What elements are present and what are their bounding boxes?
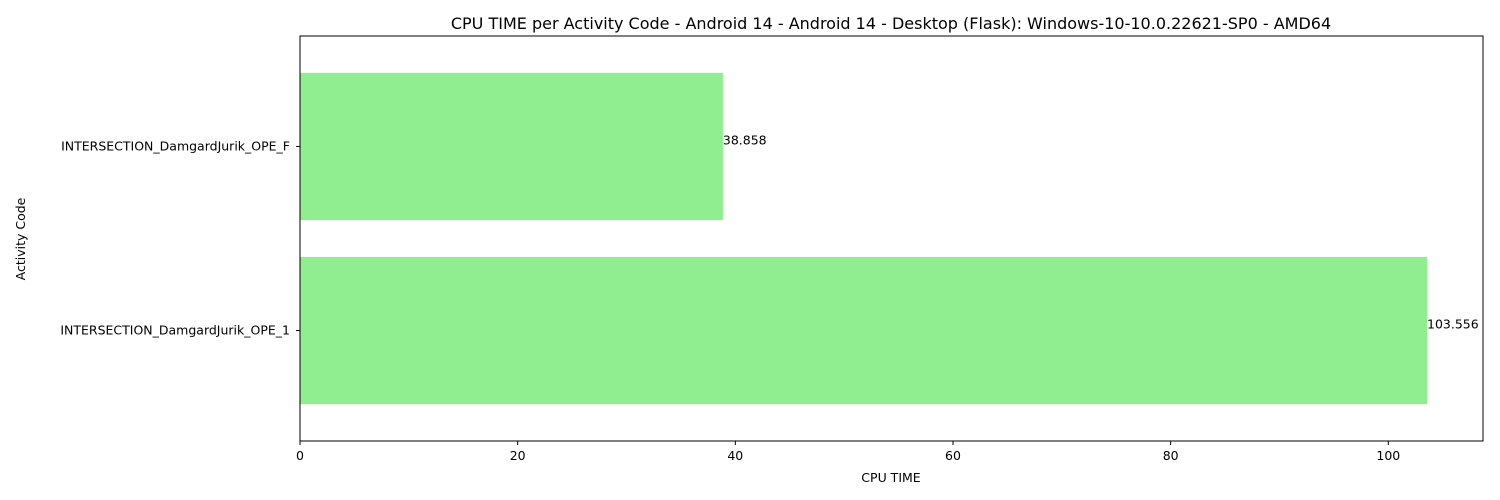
x-tick-label-40: 40: [727, 448, 743, 463]
x-tick-label-80: 80: [1163, 448, 1179, 463]
bar-1: [300, 72, 723, 221]
x-axis-label: CPU TIME: [861, 470, 920, 485]
y-tick-label-2: INTERSECTION_DamgardJurik_OPE_1: [60, 323, 290, 338]
x-tick-label-0: 0: [296, 448, 304, 463]
x-axis-ticks: 0 20 40 60 80 100: [296, 441, 1400, 463]
x-tick-label-100: 100: [1376, 448, 1400, 463]
y-tick-label-1: INTERSECTION_DamgardJurik_OPE_F: [61, 138, 290, 153]
chart-title: CPU TIME per Activity Code - Android 14 …: [451, 14, 1331, 33]
data-labels-group: 38.858 103.556: [723, 132, 1479, 331]
data-label-1: 38.858: [723, 132, 767, 147]
bar-2: [300, 256, 1428, 405]
bars-group: [300, 72, 1428, 405]
data-label-2: 103.556: [1427, 317, 1479, 332]
x-tick-label-60: 60: [945, 448, 961, 463]
y-axis-label: Activity Code: [13, 197, 28, 280]
plot-area-frame: [299, 35, 1484, 442]
y-axis-ticks: INTERSECTION_DamgardJurik_OPE_F INTERSECT…: [60, 138, 300, 338]
x-tick-label-20: 20: [510, 448, 526, 463]
